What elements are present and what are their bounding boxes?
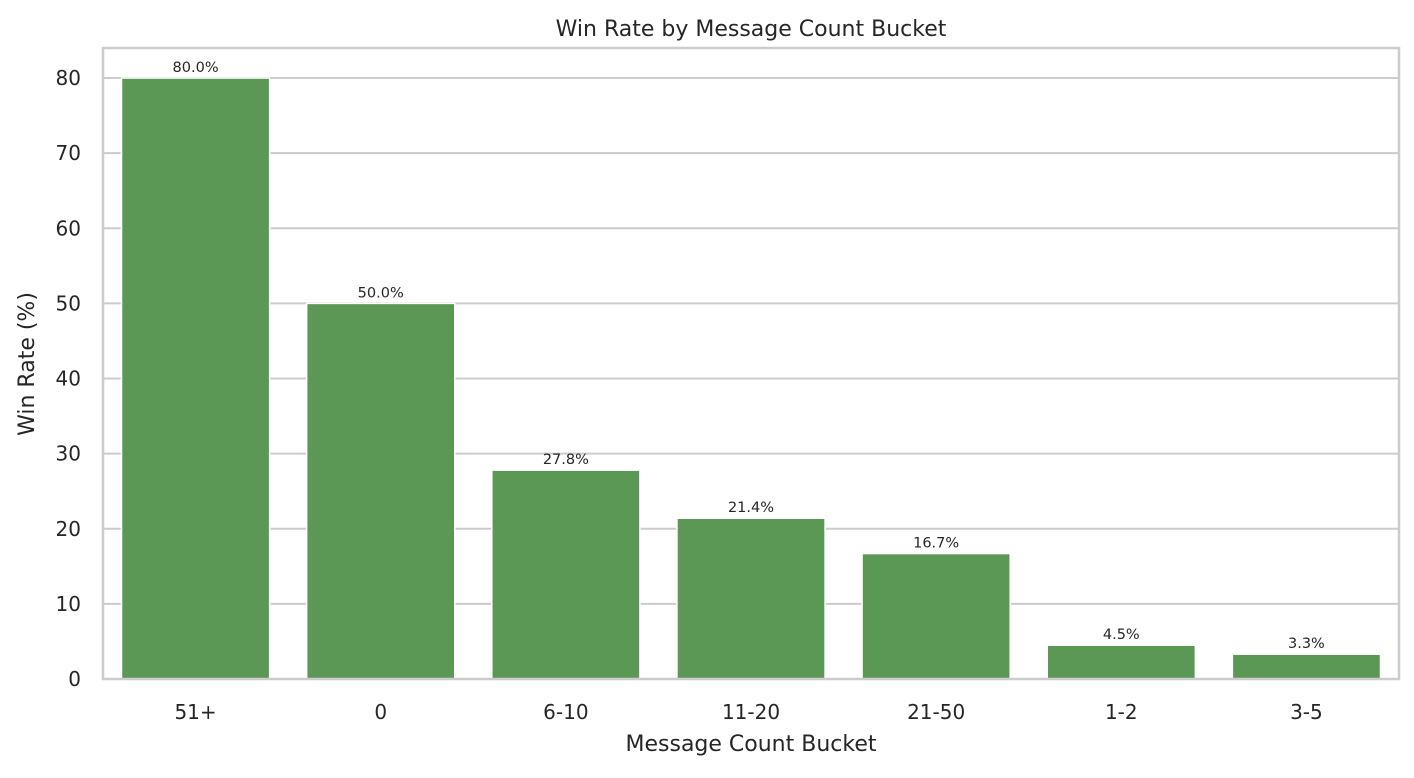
chart-title: Win Rate by Message Count Bucket (556, 17, 947, 42)
x-tick-label: 1-2 (1105, 700, 1138, 724)
y-tick-label: 10 (56, 592, 81, 616)
bars (120, 77, 1382, 680)
data-label: 4.5% (1103, 627, 1140, 643)
bar (120, 77, 271, 680)
x-tick-label: 0 (374, 700, 387, 724)
data-label: 3.3% (1288, 636, 1325, 652)
x-tick-label: 51+ (174, 700, 216, 724)
data-label: 27.8% (543, 452, 589, 468)
y-tick-label: 40 (56, 367, 81, 391)
data-label: 16.7% (913, 536, 959, 552)
y-axis-label: Win Rate (%) (15, 292, 40, 436)
plot-border (101, 46, 1401, 681)
x-tick-label: 6-10 (543, 700, 588, 724)
data-label: 50.0% (358, 285, 404, 301)
x-axis-ticks: 51+ 0 6-10 11-20 21-50 1-2 3-5 (174, 700, 1322, 724)
x-tick-label: 21-50 (907, 700, 965, 724)
bar (861, 552, 1011, 680)
y-tick-label: 60 (56, 216, 81, 240)
data-labels: 80.0% 50.0% 27.8% 21.4% 16.7% 4.5% 3.3% (173, 60, 1325, 652)
bar (1046, 644, 1197, 680)
bar (491, 469, 641, 680)
data-label: 21.4% (728, 500, 774, 516)
y-axis-ticks: 0 10 20 30 40 50 60 70 80 (56, 66, 81, 691)
plot-frame (101, 46, 1401, 681)
bar (676, 517, 826, 680)
y-tick-label: 50 (56, 291, 81, 315)
y-tick-label: 20 (56, 517, 81, 541)
y-tick-label: 0 (68, 667, 81, 691)
x-axis-label: Message Count Bucket (626, 732, 877, 757)
x-tick-label: 3-5 (1290, 700, 1323, 724)
y-tick-label: 70 (56, 141, 81, 165)
bar (1231, 653, 1382, 680)
y-tick-label: 30 (56, 442, 81, 466)
x-tick-label: 11-20 (722, 700, 780, 724)
bar (305, 302, 456, 680)
y-tick-label: 80 (56, 66, 81, 90)
data-label: 80.0% (173, 60, 219, 76)
